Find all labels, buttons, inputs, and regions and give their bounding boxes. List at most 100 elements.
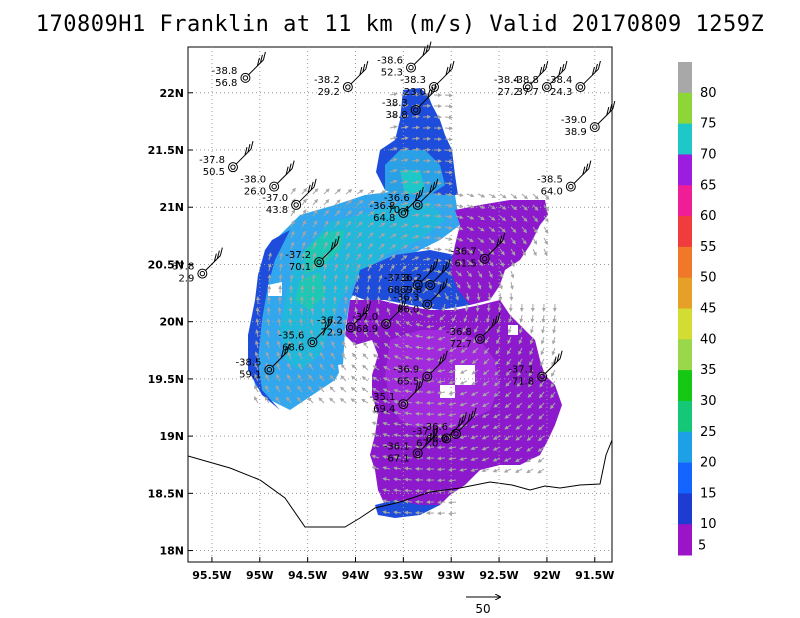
wind-vector [541,325,546,334]
dropsonde-temperature: -36.8 [446,327,472,338]
lon-label: 93W [437,569,464,582]
wind-vector [459,380,468,385]
wind-vector [492,435,501,440]
dropsonde-humidity: 68.0 [426,434,448,445]
dropsonde-outer-ring [227,162,238,173]
wind-vector [516,380,523,388]
wind-vector [344,285,349,294]
colorbar-label: 30 [700,394,717,409]
wind-vector [334,220,340,228]
wind-vector [276,340,281,349]
wind-vector [320,329,325,338]
wind-vector [340,386,347,393]
wind-barb-feather [473,407,477,416]
wind-vector [465,292,470,301]
lon-label: 94.5W [288,569,327,582]
wind-vector [477,193,486,198]
dropsonde-outer-ring [422,299,433,310]
wind-vector [466,270,472,278]
wind-vector [400,234,409,239]
wind-vector [404,510,413,515]
colorbar-label: 60 [700,209,717,224]
wind-vector [448,391,457,396]
wind-vector [492,468,501,473]
wind-vector [499,281,503,290]
wind-vector [466,226,475,231]
wind-vector [265,385,270,393]
wind-vector [367,263,372,272]
wind-vector [299,307,304,316]
wind-vector [400,147,409,152]
wind-barb-feather [310,181,314,191]
wind-vector [526,424,534,431]
wind-vector [448,347,457,352]
dropsonde-humidity: 2.9 [178,274,194,285]
wind-vector [550,380,556,388]
wind-vector [448,478,457,483]
wind-vector [482,369,490,376]
wind-vector [482,380,490,386]
wind-vector [265,362,270,371]
wind-vector [289,263,294,272]
wind-vector [510,193,518,199]
wind-vector [372,365,380,371]
lat-label: 18.5N [148,487,184,500]
wind-vector [342,329,347,338]
wind-vector [470,391,479,396]
wind-vector [496,336,501,345]
dropsonde-inner-ring [539,373,545,380]
wind-barb-feather [470,410,474,419]
wind-vector [462,325,468,333]
wind-vector [389,201,398,206]
dropsonde-humidity: 61.5 [454,259,476,270]
wind-barb-feather [558,66,562,76]
wind-vector [393,477,402,482]
wind-vector [290,230,295,239]
dropsonde-outer-ring [522,82,533,93]
wind-barb-feather [545,60,549,70]
wind-vector [444,104,453,109]
wind-vector [433,280,442,285]
wind-vector [444,248,453,253]
dropsonde: -36.167.1 [384,427,439,464]
wind-vector [332,307,337,316]
lat-label: 22N [159,87,184,100]
wind-vector [476,292,481,301]
wind-vector [549,402,556,410]
wind-vector [448,402,457,406]
colorbar-label: 65 [700,178,717,193]
wind-vector [419,297,424,305]
wind-vector [411,147,420,152]
wind-vector [323,199,330,206]
wind-vector [526,457,534,463]
wind-vector [470,413,479,418]
wind-vector [411,276,418,283]
colorbar-swatch [678,524,692,556]
wind-vector [411,136,420,141]
wind-vector [470,402,479,407]
wind-vector [277,329,281,338]
wind-vector [527,391,534,398]
wind-barb-feather [444,261,448,271]
wind-barb-feather [330,242,334,251]
wind-vector [255,329,260,338]
wind-vector [481,457,490,462]
wind-barb-feather [539,66,543,76]
wind-vector [254,373,259,382]
wind-vector [539,380,545,388]
wind-vector [538,391,545,399]
dropsonde-inner-ring [477,336,483,342]
wind-vector [265,373,270,382]
wind-vector [516,391,523,398]
wind-vector [477,259,484,267]
dropsonde-temperature: -38.3 [382,98,408,109]
wind-vector [400,180,409,184]
dropsonde-temperature: -38.0 [240,175,266,186]
wind-vector [309,329,314,338]
wind-vector [448,467,457,472]
dropsonde-inner-ring [415,282,421,288]
wind-barb-feather [502,232,506,241]
wind-barb-feather [213,253,217,262]
wind-vector [404,444,413,449]
wind-vector [400,223,409,228]
